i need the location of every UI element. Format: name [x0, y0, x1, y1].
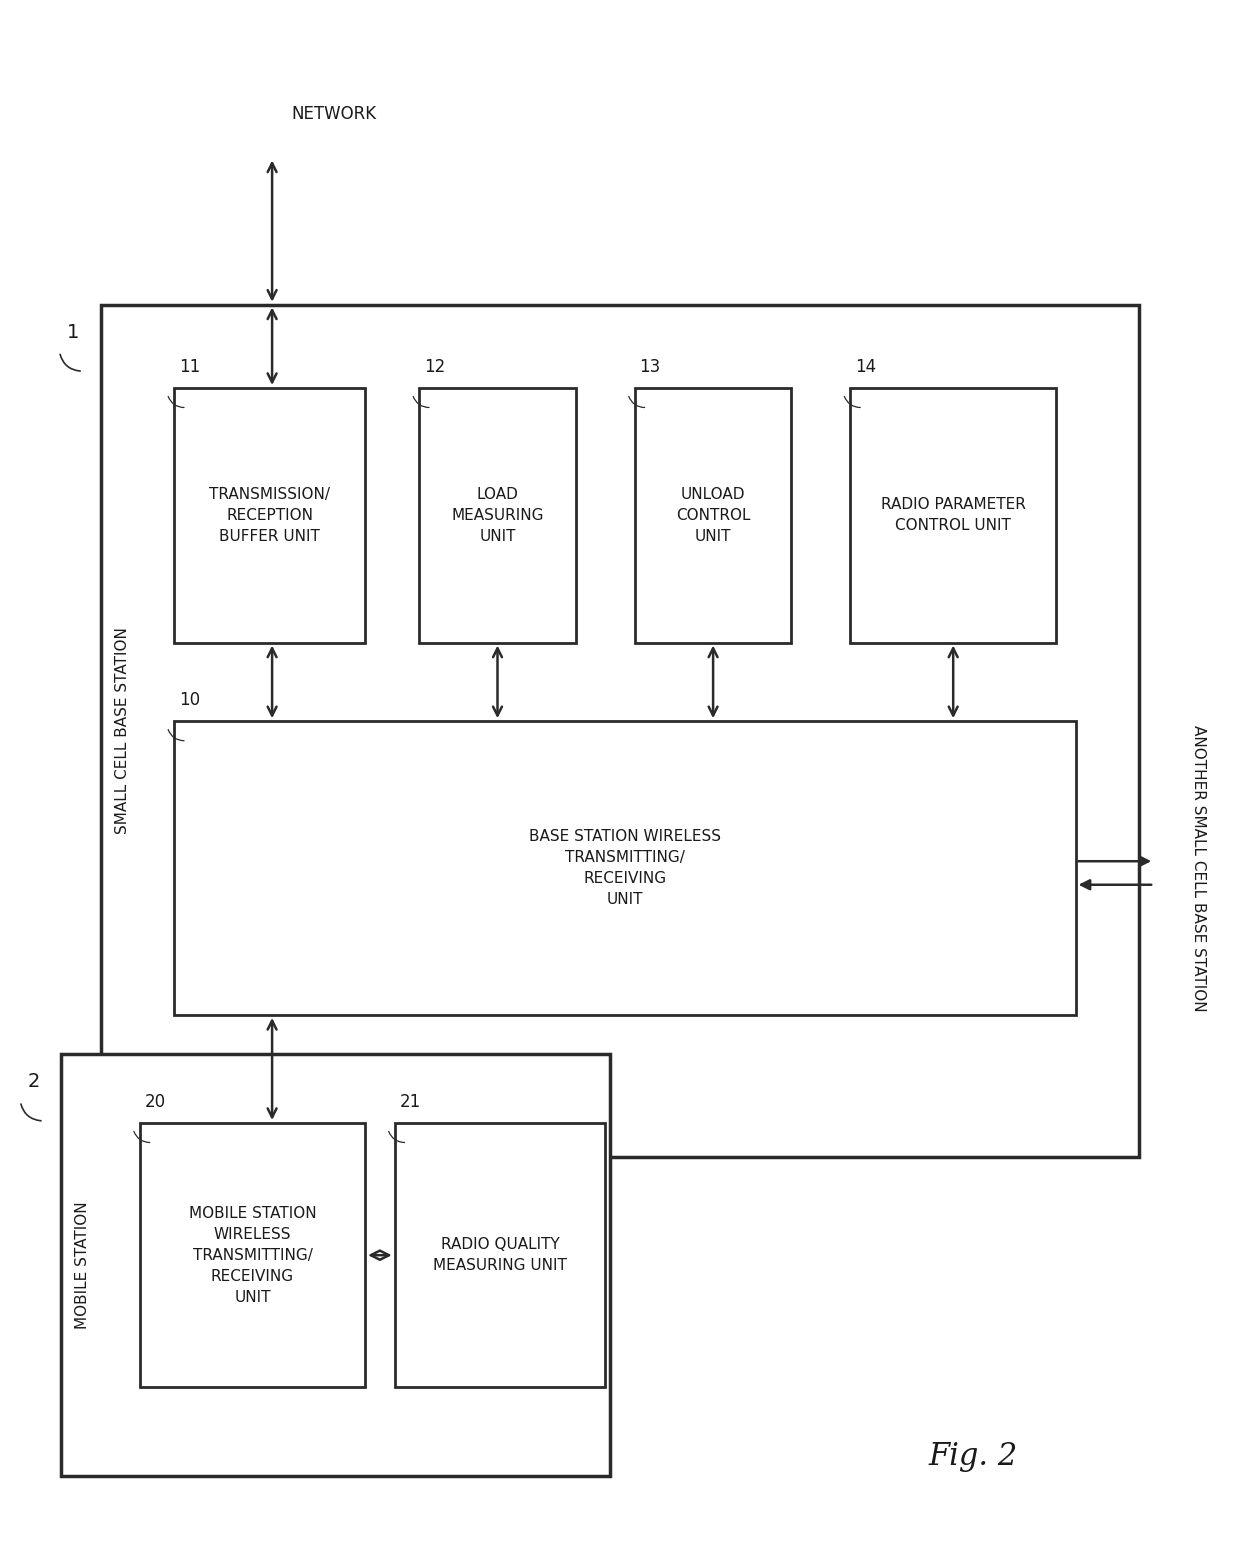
Bar [419, 387, 575, 643]
Text: BASE STATION WIRELESS
TRANSMITTING/
RECEIVING
UNIT: BASE STATION WIRELESS TRANSMITTING/ RECE… [529, 829, 720, 908]
Text: MOBILE STATION
WIRELESS
TRANSMITTING/
RECEIVING
UNIT: MOBILE STATION WIRELESS TRANSMITTING/ RE… [188, 1205, 316, 1304]
Text: 20: 20 [145, 1094, 166, 1111]
Bar [62, 1055, 610, 1476]
Bar [140, 1123, 366, 1388]
Bar [174, 722, 1075, 1015]
Text: TRANSMISSION/
RECEPTION
BUFFER UNIT: TRANSMISSION/ RECEPTION BUFFER UNIT [210, 486, 330, 544]
Bar [100, 305, 1140, 1157]
Text: NETWORK: NETWORK [291, 105, 377, 124]
Text: 2: 2 [27, 1072, 40, 1090]
Text: 21: 21 [399, 1094, 420, 1111]
Text: MOBILE STATION: MOBILE STATION [76, 1200, 91, 1329]
Text: UNLOAD
CONTROL
UNIT: UNLOAD CONTROL UNIT [676, 486, 750, 544]
Text: RADIO PARAMETER
CONTROL UNIT: RADIO PARAMETER CONTROL UNIT [880, 497, 1025, 533]
Bar [635, 387, 791, 643]
Text: 13: 13 [640, 358, 661, 376]
Bar [851, 387, 1056, 643]
Text: LOAD
MEASURING
UNIT: LOAD MEASURING UNIT [451, 486, 544, 544]
Bar [174, 387, 366, 643]
Text: SMALL CELL BASE STATION: SMALL CELL BASE STATION [114, 627, 130, 835]
Text: 12: 12 [424, 358, 445, 376]
Text: RADIO QUALITY
MEASURING UNIT: RADIO QUALITY MEASURING UNIT [433, 1238, 567, 1273]
Text: Fig. 2: Fig. 2 [929, 1441, 1018, 1472]
Text: 10: 10 [179, 691, 200, 709]
Text: 14: 14 [856, 358, 877, 376]
Text: 1: 1 [67, 322, 79, 341]
Bar [394, 1123, 605, 1388]
Text: ANOTHER SMALL CELL BASE STATION: ANOTHER SMALL CELL BASE STATION [1190, 725, 1205, 1011]
Text: 11: 11 [179, 358, 200, 376]
